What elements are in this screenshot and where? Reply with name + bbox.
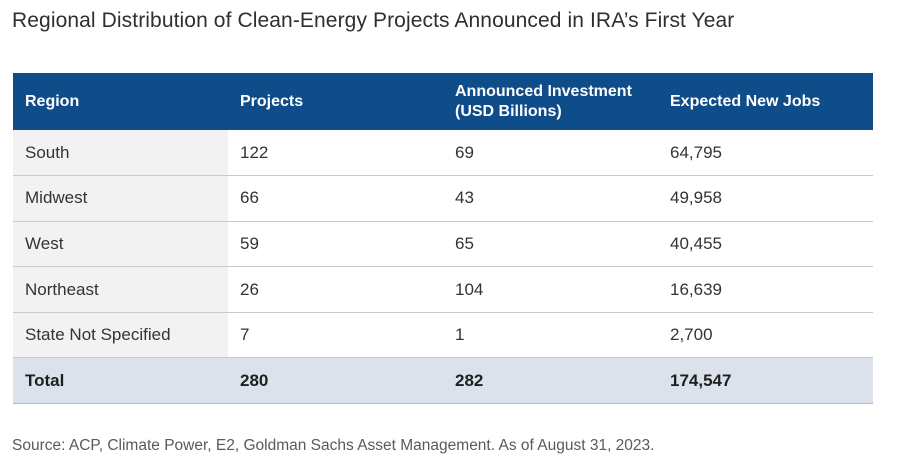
table-row: State Not Specified 7 1 2,700 [13, 312, 873, 359]
cell-projects: 7 [228, 312, 443, 359]
cell-investment: 43 [443, 175, 658, 222]
cell-jobs: 2,700 [658, 312, 873, 359]
cell-region: State Not Specified [13, 312, 228, 359]
data-table: Region Projects Announced Investment (US… [13, 73, 873, 405]
table-row: West 59 65 40,455 [13, 221, 873, 268]
cell-jobs: 40,455 [658, 221, 873, 268]
column-header-projects: Projects [228, 73, 443, 130]
column-header-region: Region [13, 73, 228, 130]
column-header-jobs: Expected New Jobs [658, 73, 873, 130]
source-note: Source: ACP, Climate Power, E2, Goldman … [12, 437, 655, 454]
cell-projects: 59 [228, 221, 443, 268]
cell-projects: 66 [228, 175, 443, 222]
table-body: South 122 69 64,795 Midwest 66 43 49,958… [13, 130, 873, 405]
column-header-investment: Announced Investment (USD Billions) [443, 73, 658, 130]
cell-region: South [13, 130, 228, 177]
cell-jobs: 64,795 [658, 130, 873, 177]
cell-projects: 122 [228, 130, 443, 177]
cell-region: Midwest [13, 175, 228, 222]
column-header-investment-line2: (USD Billions) [455, 102, 562, 120]
table-row: South 122 69 64,795 [13, 130, 873, 177]
total-investment: 282 [443, 357, 658, 405]
column-header-investment-line1: Announced Investment [455, 82, 632, 100]
cell-investment: 65 [443, 221, 658, 268]
page-title: Regional Distribution of Clean-Energy Pr… [12, 9, 735, 32]
cell-jobs: 16,639 [658, 266, 873, 313]
cell-investment: 1 [443, 312, 658, 359]
cell-investment: 69 [443, 130, 658, 177]
total-projects: 280 [228, 357, 443, 405]
table-row: Northeast 26 104 16,639 [13, 266, 873, 313]
cell-projects: 26 [228, 266, 443, 313]
total-jobs: 174,547 [658, 357, 873, 405]
cell-jobs: 49,958 [658, 175, 873, 222]
table-row: Midwest 66 43 49,958 [13, 175, 873, 222]
table-header: Region Projects Announced Investment (US… [13, 73, 873, 130]
total-row: Total 280 282 174,547 [13, 357, 873, 405]
cell-region: Northeast [13, 266, 228, 313]
header-row: Region Projects Announced Investment (US… [13, 73, 873, 130]
cell-region: West [13, 221, 228, 268]
cell-investment: 104 [443, 266, 658, 313]
total-region: Total [13, 357, 228, 405]
